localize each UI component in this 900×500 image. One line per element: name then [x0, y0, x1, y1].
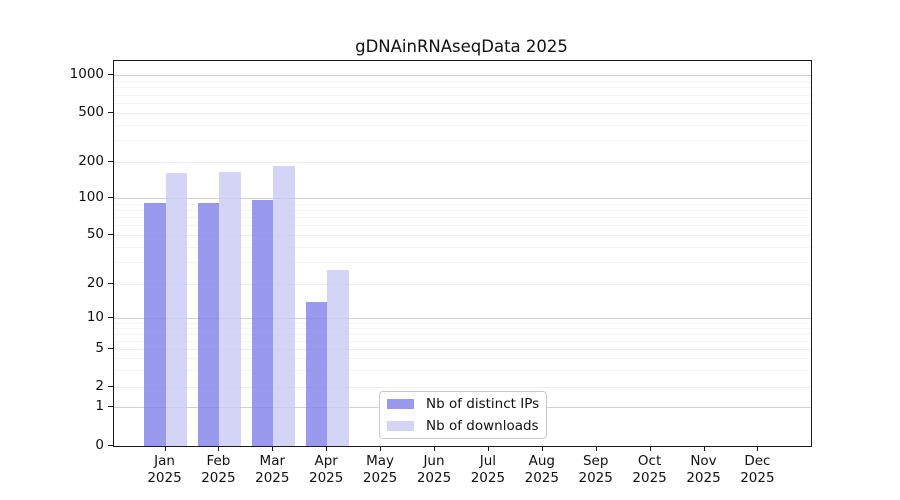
gridline-900: [114, 80, 811, 82]
y-tick-label-200: 200: [78, 153, 104, 169]
legend: Nb of distinct IPs Nb of downloads: [379, 391, 547, 439]
gridline-7: [114, 334, 811, 335]
x-tick-mark-nov: [703, 446, 705, 451]
y-tick-label-500: 500: [78, 104, 104, 120]
x-tick-mark-sep: [595, 446, 597, 451]
x-tick-mark-may: [380, 446, 382, 451]
gridline-50: [114, 235, 811, 236]
x-tick-label-jul: Jul 2025: [470, 453, 506, 486]
bar-downloads-apr: [327, 270, 349, 446]
gridline-100: [114, 198, 811, 199]
y-tick-label-20: 20: [86, 275, 104, 291]
gridline-60: [114, 225, 811, 227]
x-tick-label-may: May 2025: [362, 453, 398, 486]
gridline-1000: [114, 75, 811, 76]
x-tick-label-sep: Sep 2025: [578, 453, 613, 486]
y-tick-mark-50: [108, 234, 113, 235]
x-tick-mark-aug: [541, 446, 543, 451]
bar-distinct-ips-apr: [305, 301, 328, 446]
legend-row-distinct-ips: Nb of distinct IPs: [380, 395, 546, 414]
x-tick-mark-jan: [164, 446, 166, 451]
gridline-40: [114, 246, 811, 248]
y-tick-mark-0: [108, 445, 113, 446]
plot-area: Nb of distinct IPs Nb of downloads: [113, 60, 812, 447]
gridline-3: [114, 370, 811, 372]
x-tick-label-mar: Mar 2025: [255, 453, 290, 486]
gridline-400: [114, 124, 811, 126]
y-tick-mark-20: [108, 283, 113, 284]
x-tick-mark-jul: [487, 446, 489, 451]
chart-title: gDNAinRNAseqData 2025: [355, 37, 568, 56]
x-tick-mark-jun: [434, 446, 435, 451]
x-tick-mark-mar: [272, 446, 274, 451]
legend-label-distinct-ips: Nb of distinct IPs: [426, 396, 540, 412]
gridline-200: [114, 162, 811, 163]
legend-swatch-downloads: [387, 421, 414, 431]
y-tick-label-1: 1: [95, 398, 104, 414]
x-tick-label-aug: Aug 2025: [524, 453, 559, 486]
y-tick-mark-10: [108, 317, 113, 318]
gridline-20: [114, 284, 811, 285]
legend-row-downloads: Nb of downloads: [380, 417, 546, 436]
gridline-800: [114, 87, 811, 89]
bar-downloads-feb: [219, 172, 241, 446]
gridline-500: [114, 113, 811, 114]
x-tick-mark-apr: [326, 446, 328, 451]
y-tick-mark-1: [108, 406, 113, 407]
y-tick-label-2: 2: [95, 378, 104, 394]
y-tick-mark-100: [108, 197, 113, 198]
x-tick-mark-dec: [757, 446, 759, 451]
y-tick-label-1000: 1000: [69, 66, 104, 82]
bar-distinct-ips-jan: [144, 203, 166, 446]
legend-label-downloads: Nb of downloads: [426, 418, 539, 434]
gridline-10: [114, 318, 811, 319]
x-tick-label-oct: Oct 2025: [632, 453, 667, 486]
y-tick-mark-2: [108, 386, 113, 387]
y-tick-mark-5: [108, 348, 113, 349]
bar-distinct-ips-feb: [197, 203, 220, 446]
gridline-600: [114, 103, 811, 104]
gridline-6: [114, 340, 811, 342]
y-tick-label-10: 10: [86, 309, 104, 325]
x-tick-label-jan: Jan 2025: [147, 453, 182, 486]
bar-downloads-mar: [273, 165, 295, 446]
x-tick-label-dec: Dec 2025: [740, 453, 775, 486]
gridline-700: [114, 94, 811, 96]
y-tick-label-5: 5: [95, 340, 104, 356]
gridline-4: [114, 358, 811, 360]
y-tick-label-0: 0: [95, 437, 104, 453]
gridline-9: [114, 322, 811, 324]
x-tick-label-nov: Nov 2025: [686, 453, 721, 486]
gridline-80: [114, 209, 811, 211]
gridline-30: [114, 262, 811, 264]
x-tick-mark-feb: [218, 446, 220, 451]
x-tick-label-jun: Jun 2025: [416, 453, 452, 486]
gridline-70: [114, 217, 811, 218]
bar-distinct-ips-mar: [251, 200, 274, 446]
gridline-300: [114, 140, 811, 142]
y-tick-label-100: 100: [78, 189, 104, 205]
y-tick-label-50: 50: [86, 226, 104, 242]
gridline-5: [114, 349, 811, 350]
gridline-2: [114, 387, 811, 388]
bar-downloads-jan: [165, 172, 187, 446]
y-tick-mark-500: [108, 112, 113, 113]
y-tick-mark-1000: [108, 74, 113, 75]
x-tick-mark-oct: [649, 446, 651, 451]
y-tick-mark-200: [108, 161, 113, 162]
legend-swatch-distinct-ips: [387, 399, 414, 409]
gridline-90: [114, 203, 811, 205]
x-tick-label-feb: Feb 2025: [201, 453, 236, 486]
x-tick-label-apr: Apr 2025: [309, 453, 344, 486]
gridline-8: [114, 328, 811, 329]
